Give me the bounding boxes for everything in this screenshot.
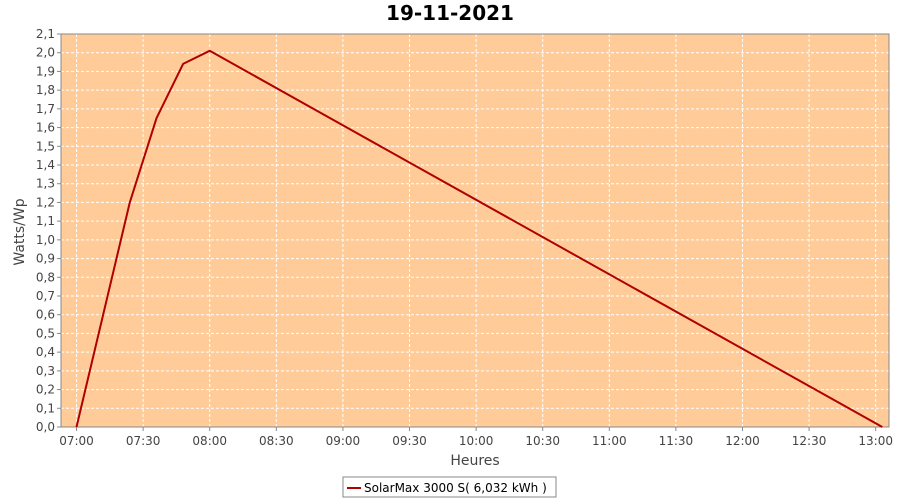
grid-horizontal	[61, 52, 889, 409]
y-tick-label: 0,3	[36, 364, 55, 378]
legend-box	[342, 476, 557, 498]
y-tick-label: 1,4	[36, 158, 55, 172]
x-tick-label: 13:00	[858, 434, 893, 448]
y-tick-label: 1,1	[36, 214, 55, 228]
y-tick-label: 0,2	[36, 383, 55, 397]
legend: SolarMax 3000 S( 6,032 kWh )	[342, 476, 557, 498]
y-tick-label: 1,0	[36, 233, 55, 247]
x-tick-label: 09:00	[326, 434, 361, 448]
y-tick-label: 1,2	[36, 195, 55, 209]
x-tick-label: 11:30	[659, 434, 694, 448]
x-tick-label: 08:30	[259, 434, 294, 448]
x-tick-label: 10:00	[459, 434, 494, 448]
y-tick-label: 2,1	[36, 27, 55, 41]
chart-title: 19-11-2021	[386, 1, 514, 25]
legend-entry-label: SolarMax 3000 S( 6,032 kWh )	[364, 481, 547, 495]
series-line-0	[75, 49, 883, 428]
x-tick-label: 08:00	[192, 434, 227, 448]
x-axis-label: Heures	[450, 453, 499, 469]
y-tick-label: 1,7	[36, 102, 55, 116]
x-tick-label: 07:00	[59, 434, 94, 448]
plot-area	[61, 34, 889, 427]
x-tick-label: 12:30	[792, 434, 827, 448]
y-tick-label: 0,1	[36, 401, 55, 415]
x-tick-label: 12:00	[725, 434, 760, 448]
x-tick-label: 09:30	[392, 434, 427, 448]
y-tick-label: 1,5	[36, 139, 55, 153]
x-tick-label: 07:30	[126, 434, 161, 448]
y-tick-label: 1,6	[36, 121, 55, 135]
y-tick-label: 0,9	[36, 252, 55, 266]
y-axis-label: Watts/Wp	[12, 198, 28, 265]
y-tick-label: 1,8	[36, 83, 55, 97]
y-tick-label: 2,0	[36, 46, 55, 60]
grid-vertical	[76, 34, 877, 427]
y-tick-label: 1,9	[36, 64, 55, 78]
x-axis: 07:00 07:30 08:00 08:30 09:00 09:30 10:00 10:30…	[59, 427, 893, 448]
plot-border	[60, 33, 890, 428]
y-axis: 0,0 0,1 0,2 0,3 0,4 0,5 0,6 0,7 0,8 0,9 1,0 1,1 1,2 1…	[36, 27, 61, 434]
y-tick-label: 0,5	[36, 326, 55, 340]
x-tick-label: 10:30	[525, 434, 560, 448]
y-tick-label: 0,8	[36, 270, 55, 284]
y-tick-label: 1,3	[36, 177, 55, 191]
x-tick-label: 11:00	[592, 434, 627, 448]
y-tick-label: 0,4	[36, 345, 55, 359]
series-layer	[75, 49, 883, 428]
y-tick-label: 0,7	[36, 289, 55, 303]
y-tick-label: 0,6	[36, 308, 55, 322]
y-tick-label: 0,0	[36, 420, 55, 434]
